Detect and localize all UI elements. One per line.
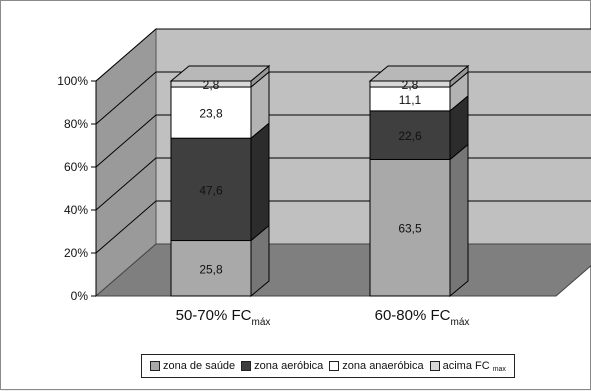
data-label: 2,8 <box>203 78 220 92</box>
legend-swatch <box>241 361 252 371</box>
legend-label: acima FC <box>442 360 490 372</box>
y-tick-label: 80% <box>64 117 88 131</box>
bar-top <box>169 65 271 82</box>
legend-swatch <box>150 361 160 371</box>
bar-segment <box>170 240 252 297</box>
legend-item: zona de saúde <box>150 360 235 372</box>
y-tick-label: 100% <box>57 74 88 88</box>
data-label: 11,1 <box>399 93 422 107</box>
data-label: 22,6 <box>398 129 422 143</box>
bar-segment <box>170 86 252 139</box>
data-label: 2,8 <box>402 78 419 92</box>
x-tick-label: 50-70% FCmáx <box>176 307 271 328</box>
legend-swatch <box>429 361 440 371</box>
x-tick-label: 60-80% FCmáx <box>375 307 470 328</box>
legend-swatch <box>329 361 340 371</box>
legend-item: zona aeróbica <box>241 360 323 372</box>
bar-segment <box>369 158 451 297</box>
bar-segment-side <box>449 143 469 298</box>
bar-segment-side <box>250 122 270 242</box>
legend-label: zona aeróbica <box>254 360 324 372</box>
y-tick-label: 40% <box>64 203 88 217</box>
chart-floor <box>94 243 591 297</box>
gridline <box>95 28 591 82</box>
y-tick-label: 20% <box>64 246 88 260</box>
y-tick-label: 60% <box>64 160 88 174</box>
bar-top <box>368 65 470 82</box>
bar-segment <box>170 137 252 242</box>
data-label: 25,8 <box>199 262 223 276</box>
data-label: 63,5 <box>398 222 422 236</box>
data-label: 47,6 <box>199 183 223 197</box>
chart-legend: zona de saúde zona aeróbica zona anaeróbic… <box>141 354 515 378</box>
legend-label: zona de saúde <box>163 360 236 372</box>
data-label: 23,8 <box>199 107 223 121</box>
legend-item: acima FC max <box>429 360 506 373</box>
y-tick-label: 0% <box>71 289 89 303</box>
legend-label-subscript: max <box>492 365 506 373</box>
legend-item: zona anaeróbica <box>329 360 424 372</box>
legend-label: zona anaeróbica <box>342 360 424 372</box>
